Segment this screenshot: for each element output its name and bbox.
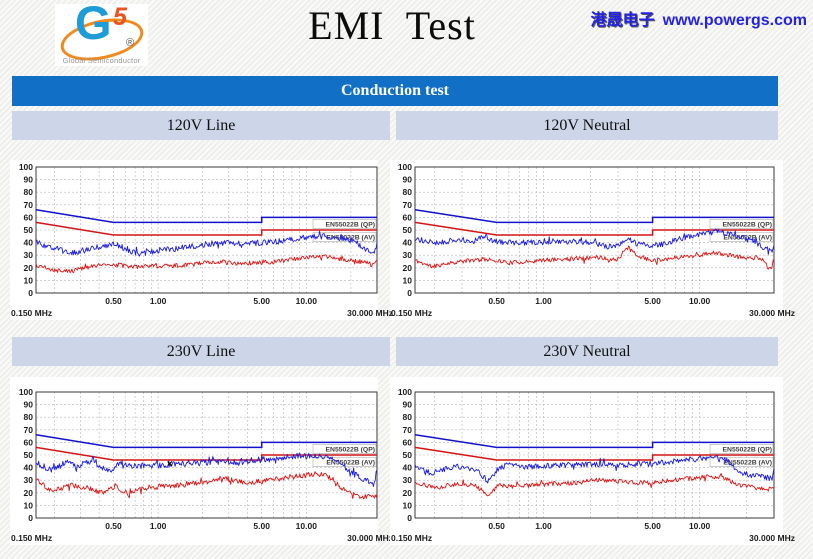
svg-text:90: 90	[24, 400, 34, 410]
page-title: EMI Test	[308, 3, 476, 48]
site-url[interactable]: www.powergs.com	[662, 12, 807, 29]
svg-text:70: 70	[403, 200, 413, 210]
svg-text:EN55022B (QP): EN55022B (QP)	[723, 447, 773, 454]
company-logo: G 5 ® Global Semiconductor	[55, 0, 148, 68]
svg-text:1.00: 1.00	[535, 521, 552, 531]
svg-text:0.50: 0.50	[105, 296, 122, 306]
svg-text:40: 40	[403, 463, 413, 473]
svg-text:10: 10	[24, 500, 34, 510]
svg-text:60: 60	[403, 437, 413, 447]
svg-text:5.00: 5.00	[253, 521, 270, 531]
chart-120v-neutral: 0 10 20 30 40 50 60 70 80 90 100 0.50 1.00 5.00 10.00 0…	[390, 160, 795, 320]
svg-text:EN55022B (QP): EN55022B (QP)	[723, 222, 773, 229]
site-brand: 港晟电子	[590, 12, 655, 29]
svg-text:1.00: 1.00	[150, 521, 167, 531]
svg-text:30: 30	[403, 475, 413, 485]
svg-text:60: 60	[403, 212, 413, 222]
svg-text:50: 50	[403, 450, 413, 460]
panel-header-230v-neutral: 230V Neutral	[396, 337, 778, 366]
logo-caption: Global Semiconductor	[62, 56, 141, 65]
panel-header-230v-line: 230V Line	[12, 337, 390, 366]
svg-text:10.00: 10.00	[296, 296, 318, 306]
svg-text:0.150 MHz: 0.150 MHz	[11, 533, 52, 543]
svg-text:10: 10	[403, 275, 413, 285]
svg-text:5.00: 5.00	[253, 296, 270, 306]
svg-text:EN55022B (AV): EN55022B (AV)	[723, 459, 772, 466]
svg-text:40: 40	[24, 463, 34, 473]
svg-text:100: 100	[19, 162, 33, 172]
svg-text:0.50: 0.50	[488, 521, 505, 531]
svg-text:0: 0	[407, 288, 412, 298]
svg-text:×: ×	[167, 459, 173, 470]
svg-text:30: 30	[24, 250, 34, 260]
svg-text:0: 0	[28, 513, 33, 523]
svg-text:5.00: 5.00	[644, 296, 661, 306]
svg-text:10: 10	[24, 275, 34, 285]
conduction-test-banner: Conduction test	[12, 76, 778, 106]
svg-text:0: 0	[407, 513, 412, 523]
svg-text:0.150 MHz: 0.150 MHz	[391, 533, 432, 543]
svg-text:80: 80	[403, 412, 413, 422]
svg-text:10: 10	[403, 500, 413, 510]
svg-text:80: 80	[24, 412, 34, 422]
svg-text:0.150 MHz: 0.150 MHz	[11, 308, 52, 318]
svg-text:20: 20	[24, 263, 34, 273]
svg-text:EN55022B (QP): EN55022B (QP)	[326, 222, 376, 229]
logo-letter-g: G	[75, 0, 112, 49]
svg-text:60: 60	[24, 212, 34, 222]
svg-text:0.150 MHz: 0.150 MHz	[391, 308, 432, 318]
emi-plot-230v-line: 0 10 20 30 40 50 60 70 80 90 100 0.50 1.00 5.00 10.00 0…	[11, 387, 393, 543]
svg-text:30.000 MHz: 30.000 MHz	[749, 308, 795, 318]
svg-text:50: 50	[403, 225, 413, 235]
svg-text:100: 100	[398, 387, 412, 397]
svg-text:EN55022B (QP): EN55022B (QP)	[326, 447, 376, 454]
svg-text:60: 60	[24, 437, 34, 447]
site-link[interactable]: 港晟电子 www.powergs.com	[591, 6, 807, 30]
chart-120v-line: 0 10 20 30 40 50 60 70 80 90 100 0.50 1.00 5.00 10.00 0…	[10, 160, 393, 320]
svg-text:90: 90	[403, 175, 413, 185]
emi-plot-230v-neutral: 0 10 20 30 40 50 60 70 80 90 100 0.50 1.00 5.00 10.00 0…	[391, 387, 795, 543]
svg-text:70: 70	[24, 200, 34, 210]
svg-text:30: 30	[403, 250, 413, 260]
svg-text:0: 0	[28, 288, 33, 298]
svg-text:1.00: 1.00	[535, 296, 552, 306]
svg-text:90: 90	[403, 400, 413, 410]
svg-text:20: 20	[403, 488, 413, 498]
svg-text:1.00: 1.00	[150, 296, 167, 306]
svg-text:70: 70	[403, 425, 413, 435]
panel-header-120v-line: 120V Line	[12, 111, 390, 140]
svg-text:30.000 MHz: 30.000 MHz	[347, 533, 393, 543]
svg-text:30.000 MHz: 30.000 MHz	[749, 533, 795, 543]
emi-plot-120v-line: 0 10 20 30 40 50 60 70 80 90 100 0.50 1.00 5.00 10.00 0…	[11, 162, 393, 318]
svg-text:0.50: 0.50	[105, 521, 122, 531]
svg-text:40: 40	[403, 238, 413, 248]
registered-trademark-icon: ®	[126, 37, 135, 49]
svg-text:10.00: 10.00	[689, 296, 711, 306]
svg-text:90: 90	[24, 175, 34, 185]
svg-text:20: 20	[24, 488, 34, 498]
svg-text:30.000 MHz: 30.000 MHz	[347, 308, 393, 318]
panel-header-120v-neutral: 120V Neutral	[396, 111, 778, 140]
svg-text:100: 100	[398, 162, 412, 172]
svg-text:5.00: 5.00	[644, 521, 661, 531]
svg-text:0.50: 0.50	[488, 296, 505, 306]
svg-text:100: 100	[19, 387, 33, 397]
chart-230v-neutral: 0 10 20 30 40 50 60 70 80 90 100 0.50 1.00 5.00 10.00 0…	[390, 377, 795, 545]
svg-text:80: 80	[24, 187, 34, 197]
svg-text:20: 20	[403, 263, 413, 273]
svg-text:50: 50	[24, 450, 34, 460]
logo-digit-5: 5	[113, 3, 127, 31]
svg-text:10.00: 10.00	[296, 521, 318, 531]
svg-text:80: 80	[403, 187, 413, 197]
svg-text:50: 50	[24, 225, 34, 235]
svg-text:30: 30	[24, 475, 34, 485]
svg-text:40: 40	[24, 238, 34, 248]
chart-230v-line: 0 10 20 30 40 50 60 70 80 90 100 0.50 1.00 5.00 10.00 0…	[10, 377, 393, 545]
svg-text:EN55022B (AV): EN55022B (AV)	[326, 459, 375, 466]
svg-text:10.00: 10.00	[689, 521, 711, 531]
svg-text:70: 70	[24, 425, 34, 435]
svg-text:EN55022B (AV): EN55022B (AV)	[723, 234, 772, 241]
emi-plot-120v-neutral: 0 10 20 30 40 50 60 70 80 90 100 0.50 1.00 5.00 10.00 0…	[391, 162, 795, 318]
